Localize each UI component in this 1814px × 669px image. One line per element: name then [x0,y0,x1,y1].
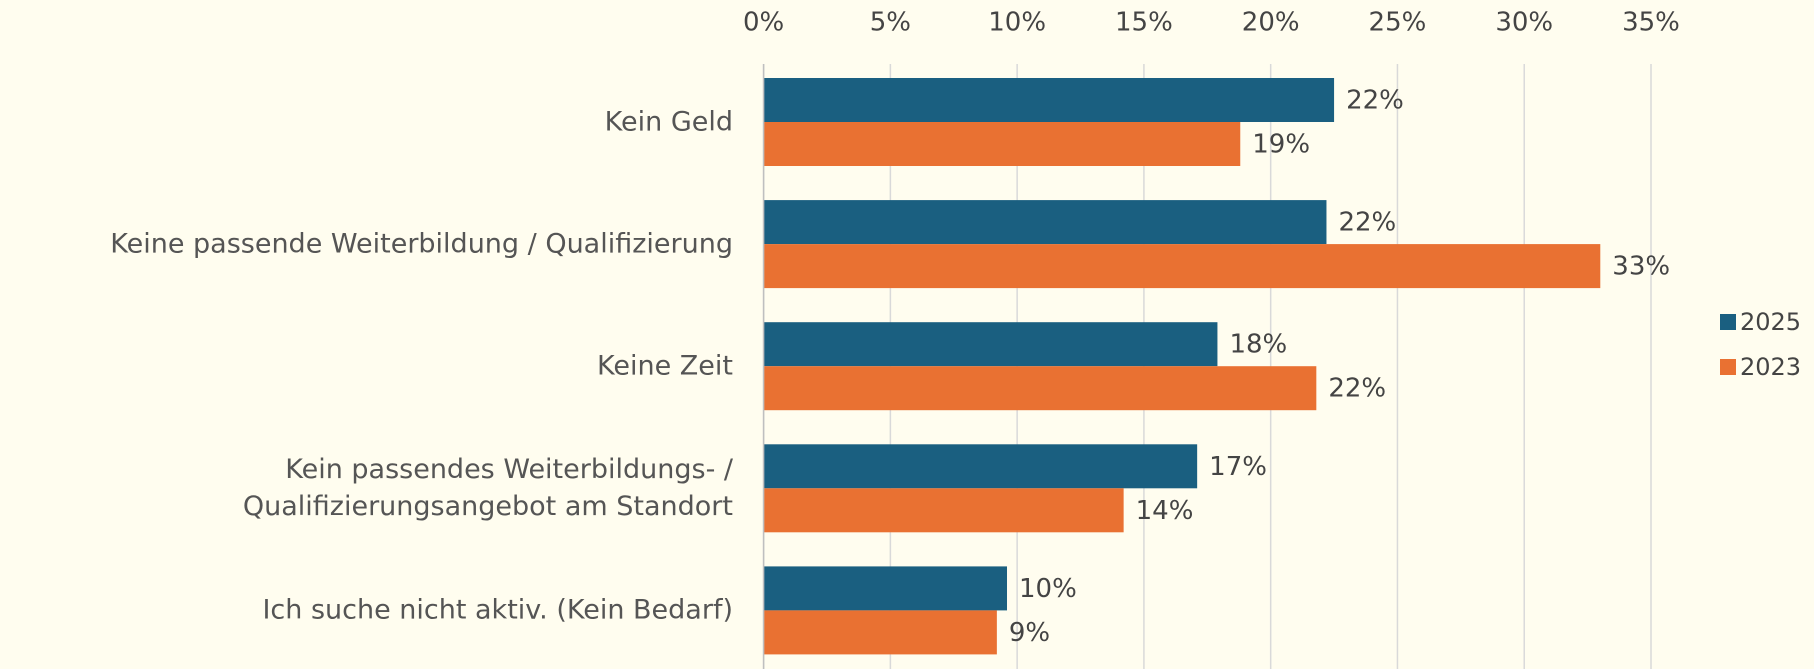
value-label: 33% [1612,252,1670,282]
value-label: 9% [1009,618,1050,648]
category-label: Kein passendes Weiterbildungs- / Qualifi… [242,454,733,523]
x-tick-label: 25% [1369,8,1427,38]
legend-label: 2025 [1740,308,1801,336]
bar [763,78,1335,122]
bar [763,444,1198,489]
category-label: Keine Zeit [597,350,733,382]
value-label: 17% [1209,452,1267,482]
value-label: 10% [1019,574,1077,604]
x-tick-label: 15% [1115,8,1173,38]
value-label: 22% [1338,208,1396,238]
x-tick-label: 20% [1242,8,1300,38]
x-tick-label: 35% [1622,8,1680,38]
bar [763,322,1218,367]
legend-swatch [1720,314,1736,330]
x-tick-label: 0% [743,8,784,38]
bar [763,122,1241,166]
value-label: 22% [1328,374,1386,404]
value-label: 14% [1136,496,1194,526]
bar [763,366,1317,411]
bar [763,244,1601,289]
x-tick-label: 5% [870,8,911,38]
bar [763,610,997,655]
value-label: 19% [1252,130,1310,160]
category-label: Kein Geld [604,106,733,138]
x-tick-label: 10% [988,8,1046,38]
bar [763,200,1327,245]
legend-label: 2023 [1740,353,1801,381]
category-label: Ich suche nicht aktiv. (Kein Bedarf) [262,594,733,626]
bar [763,488,1124,533]
value-label: 18% [1229,330,1287,360]
legend-swatch [1720,359,1736,375]
value-label: 22% [1346,86,1404,116]
x-tick-label: 30% [1495,8,1553,38]
category-label: Keine passende Weiterbildung / Qualifizi… [110,228,733,260]
bar [763,566,1008,611]
